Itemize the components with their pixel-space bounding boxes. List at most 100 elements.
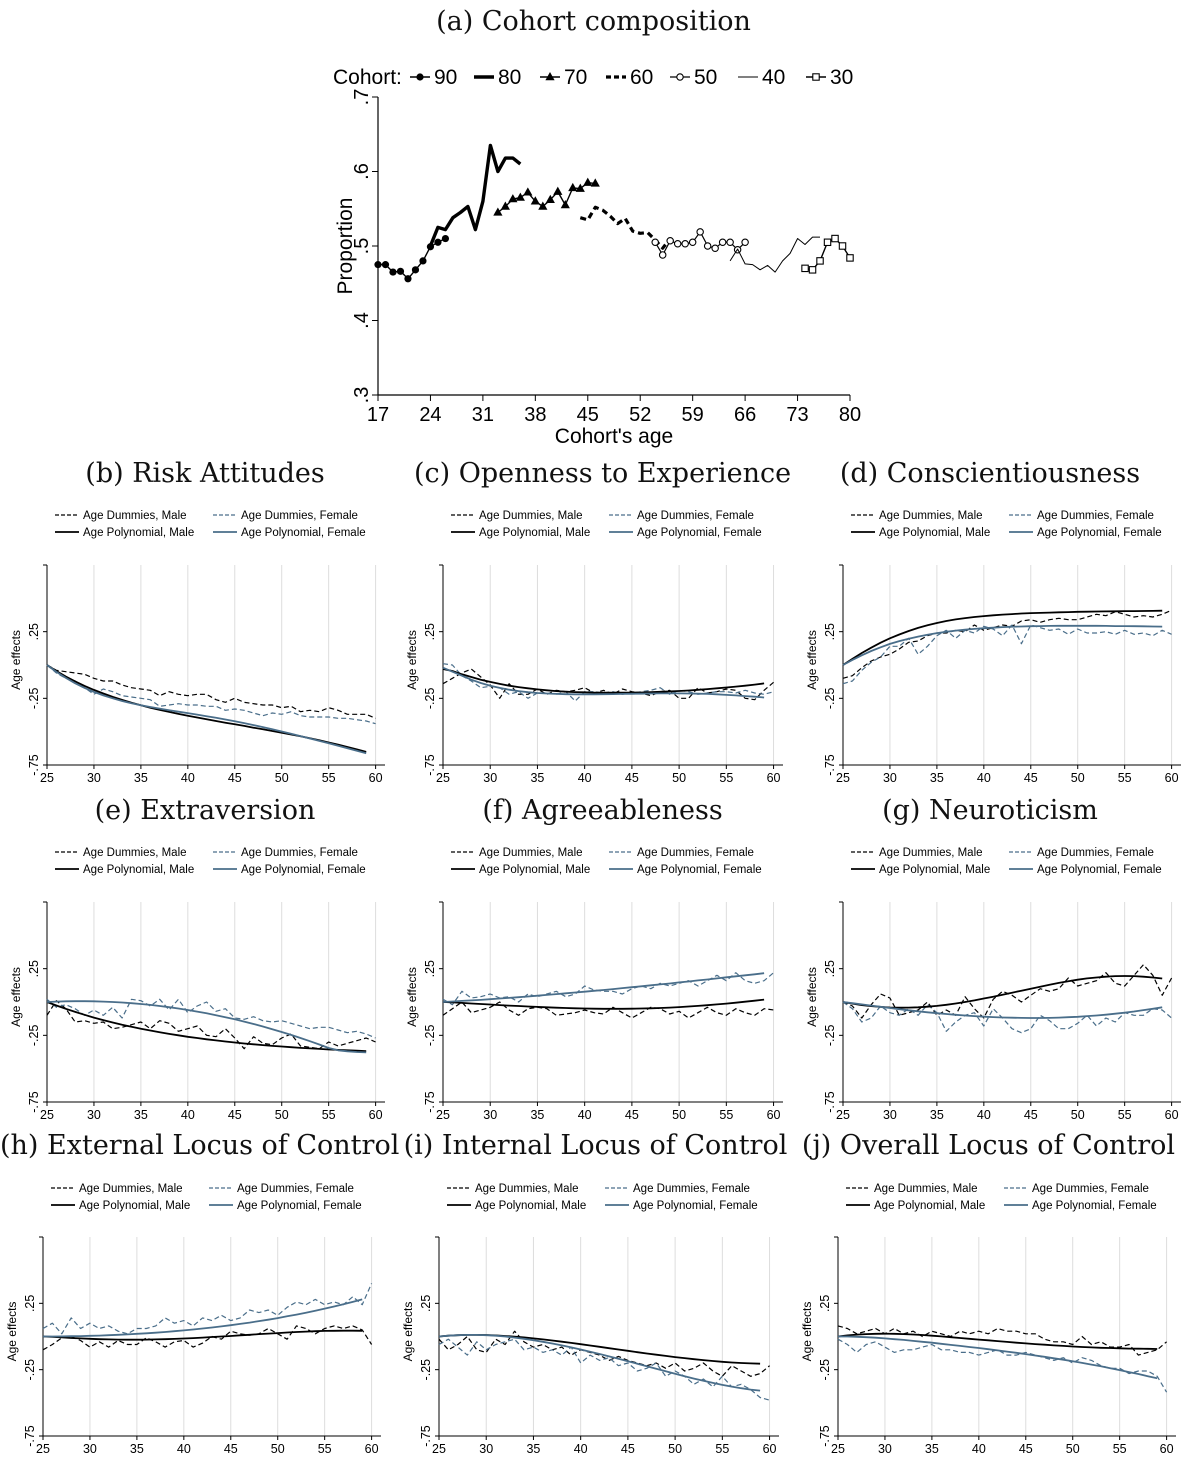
x-tick-label: 66	[734, 404, 756, 426]
marker-hollow-circle	[703, 242, 712, 250]
caption-d: (d) Conscientiousness	[839, 458, 1141, 489]
series-line-dashed-female	[842, 1001, 1172, 1034]
x-tick-label: 25	[836, 771, 850, 785]
x-tick-label: 55	[1118, 1108, 1132, 1122]
marker-dot	[396, 267, 405, 275]
marker-dot	[411, 266, 420, 274]
legend: Age Dummies, Male Age Dummies, Female Age …	[851, 510, 1162, 539]
data-point	[703, 242, 712, 250]
caption-e: (e) Extraversion	[94, 795, 316, 826]
x-tick-label: 45	[224, 1442, 238, 1456]
x-tick-label: 50	[1071, 771, 1085, 785]
y-axis-title: Age effects	[800, 1302, 814, 1362]
x-tick-label: 40	[181, 771, 195, 785]
legend-label: Age Dummies, Female	[241, 510, 358, 522]
series-line-solid-male	[842, 975, 1163, 1009]
data-point	[568, 182, 578, 192]
x-tick-label: 50	[1066, 1442, 1080, 1456]
panel-d: Age Dummies, Male Age Dummies, Female Age …	[805, 510, 1181, 785]
x-tick-label: 55	[719, 771, 733, 785]
x-tick-label: 38	[524, 404, 546, 426]
series-line-solid-male	[46, 1001, 367, 1052]
legend-label: 40	[762, 66, 785, 89]
series-line-solid-male	[842, 609, 1163, 666]
series-line-dashed-male	[842, 609, 1172, 679]
y-tick-label: -.75	[423, 754, 437, 776]
y-axis-title: Age effects	[405, 967, 419, 1027]
x-tick-label: 55	[715, 1442, 729, 1456]
legend-label: Age Polynomial, Male	[479, 864, 590, 876]
y-axis-title: Age effects	[805, 967, 819, 1027]
legend-label: 60	[630, 66, 653, 89]
legend-label: Age Dummies, Male	[879, 847, 983, 859]
x-tick-label: 35	[530, 771, 544, 785]
data-point	[515, 192, 525, 201]
y-tick-label: -.75	[818, 1425, 832, 1447]
legend-label: Age Dummies, Female	[633, 1183, 750, 1195]
y-tick-label: .5	[351, 238, 373, 255]
x-tick-label: 55	[1113, 1442, 1127, 1456]
y-tick-label: -.75	[423, 1091, 437, 1113]
series-cohort-80	[428, 143, 522, 247]
legend-label: 30	[830, 66, 853, 89]
marker-triangle	[545, 194, 555, 204]
series-line-solid-female	[442, 666, 765, 699]
marker-triangle	[530, 196, 540, 205]
x-tick-label: 25	[436, 771, 450, 785]
legend: Age Dummies, Male Age Dummies, Female Age …	[451, 510, 762, 539]
legend-label: Age Dummies, Male	[479, 510, 583, 522]
series-line-dashed-female	[46, 664, 376, 725]
data-point	[416, 73, 424, 81]
y-tick-label: -.75	[419, 1425, 433, 1447]
data-point	[718, 238, 727, 247]
data-point	[500, 201, 510, 210]
y-tick-label: -.25	[823, 688, 837, 710]
series-line-solid-male	[42, 1329, 363, 1341]
data-point	[523, 187, 533, 196]
x-tick-label: 60	[369, 771, 383, 785]
marker-triangle	[500, 201, 510, 210]
series-line-dashed-male	[438, 1330, 770, 1377]
x-tick-label: 30	[83, 1442, 97, 1456]
x-tick-label: 45	[577, 404, 599, 426]
series-line-solid-female	[842, 1001, 1163, 1019]
data-point	[396, 267, 405, 275]
marker-triangle	[583, 177, 593, 186]
legend-label: Age Dummies, Male	[79, 1183, 183, 1195]
legend-title: Cohort:	[333, 66, 402, 89]
panel-b: Age Dummies, Male Age Dummies, Female Age …	[9, 510, 385, 785]
legend-label: Age Polynomial, Female	[241, 864, 366, 876]
data-point	[658, 251, 667, 259]
marker-hollow-square	[846, 254, 854, 262]
x-tick-label: 50	[668, 1442, 682, 1456]
x-tick-label: 60	[1165, 771, 1179, 785]
x-tick-label: 30	[483, 771, 497, 785]
legend-label: Age Polynomial, Female	[637, 527, 762, 539]
series-cohort-90	[374, 234, 450, 283]
x-tick-label: 50	[271, 1442, 285, 1456]
x-tick-label: 35	[930, 1108, 944, 1122]
panel-e: Age Dummies, Male Age Dummies, Female Age …	[9, 847, 385, 1122]
x-tick-label: 25	[40, 1108, 54, 1122]
y-axis-title: Age effects	[405, 630, 419, 690]
series-line-dashed-female	[842, 624, 1172, 685]
x-tick-label: 55	[318, 1442, 332, 1456]
marker-hollow-square	[812, 73, 820, 81]
y-tick-label: -.25	[27, 688, 41, 710]
x-tick-label: 45	[1024, 771, 1038, 785]
legend-label: Age Dummies, Female	[637, 847, 754, 859]
panel-i: Age Dummies, Male Age Dummies, Female Age …	[401, 1183, 779, 1456]
marker-dot	[419, 257, 427, 265]
y-tick-label: -.25	[419, 1359, 433, 1381]
x-tick-label: 45	[625, 1108, 639, 1122]
caption-b: (b) Risk Attitudes	[85, 458, 325, 489]
series-cohort-70	[493, 177, 600, 216]
marker-triangle	[538, 201, 548, 210]
data-point	[411, 266, 420, 274]
y-tick-label: -.25	[27, 1025, 41, 1047]
x-tick-label: 25	[36, 1442, 50, 1456]
x-tick-label: 30	[87, 1108, 101, 1122]
data-point	[808, 266, 817, 274]
marker-triangle	[508, 194, 518, 203]
